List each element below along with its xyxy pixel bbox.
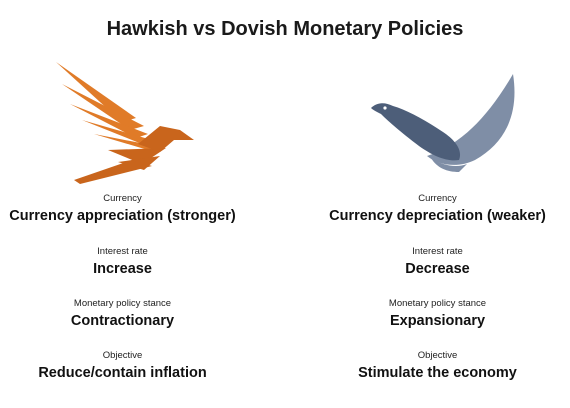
dove-stance-value: Expansionary — [389, 313, 486, 329]
dove-currency-label: Currency — [418, 193, 457, 204]
hawk-currency-label: Currency — [103, 193, 142, 204]
hawk-interest-row: Interest rate Increase — [0, 246, 265, 278]
dove-currency-value: Currency depreciation (weaker) — [329, 208, 546, 224]
hawk-objective-row: Objective Reduce/contain inflation — [0, 350, 265, 382]
dove-interest-row: Interest rate Decrease — [295, 246, 570, 278]
dove-currency-row: Currency Currency depreciation (weaker) — [295, 193, 570, 225]
dove-interest-label: Interest rate — [412, 246, 463, 257]
hawkish-column: Currency Currency appreciation (stronger… — [0, 62, 265, 382]
dove-objective-label: Objective — [417, 350, 458, 361]
hawk-objective-value: Reduce/contain inflation — [38, 365, 207, 381]
dove-icon — [371, 74, 515, 172]
hawk-stance-label: Monetary policy stance — [73, 298, 172, 309]
dovish-column: Currency Currency depreciation (weaker) … — [285, 0, 570, 408]
dove-interest-value: Decrease — [405, 261, 470, 277]
dove-stance-row: Monetary policy stance Expansionary — [295, 298, 570, 330]
hawk-stance-value: Contractionary — [70, 313, 175, 329]
dove-objective-value: Stimulate the economy — [358, 365, 517, 381]
hawk-objective-label: Objective — [102, 350, 143, 361]
hawk-stance-row: Monetary policy stance Contractionary — [0, 298, 265, 330]
hawk-interest-value: Increase — [93, 261, 152, 277]
hawk-icon — [56, 62, 194, 184]
hawk-currency-value: Currency appreciation (stronger) — [9, 208, 236, 224]
hawk-interest-label: Interest rate — [97, 246, 148, 257]
page-title: Hawkish vs Dovish Monetary Policies — [106, 18, 464, 40]
hawk-currency-row: Currency Currency appreciation (stronger… — [0, 193, 265, 225]
dove-objective-row: Objective Stimulate the economy — [295, 350, 570, 382]
dove-stance-label: Monetary policy stance — [388, 298, 487, 309]
